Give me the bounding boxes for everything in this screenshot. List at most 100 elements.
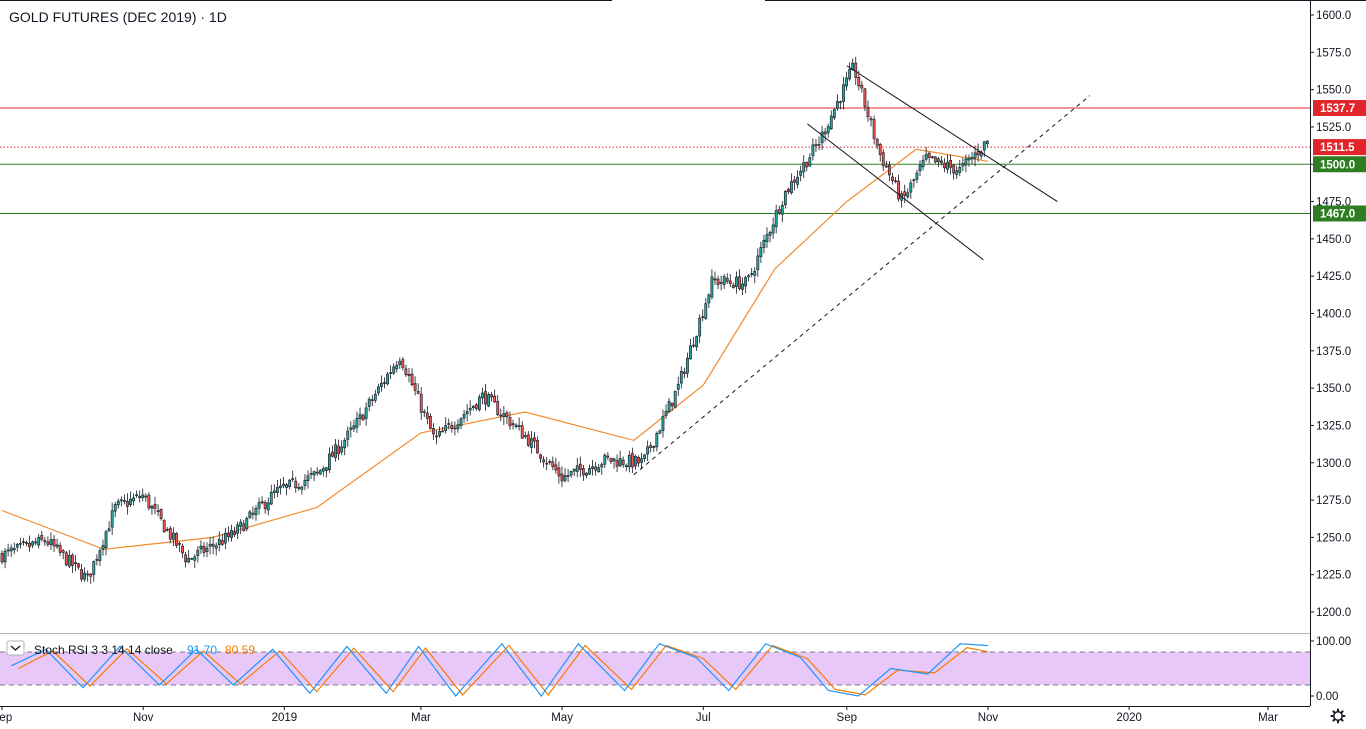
candle[interactable] — [881, 152, 885, 167]
candle[interactable] — [334, 444, 337, 458]
candle[interactable] — [34, 541, 38, 544]
candle[interactable] — [695, 336, 699, 348]
candle[interactable] — [95, 559, 99, 561]
candle[interactable] — [759, 247, 763, 257]
candle[interactable] — [496, 401, 500, 415]
candle[interactable] — [364, 407, 368, 419]
candle[interactable] — [793, 179, 796, 183]
candle[interactable] — [181, 545, 184, 554]
candle[interactable] — [37, 537, 41, 546]
candle[interactable] — [649, 445, 653, 448]
candle[interactable] — [337, 445, 341, 454]
candle[interactable] — [692, 344, 695, 347]
candle[interactable] — [453, 427, 457, 430]
candle[interactable] — [872, 119, 876, 139]
candle[interactable] — [701, 316, 705, 318]
candle[interactable] — [517, 425, 521, 427]
candle[interactable] — [884, 165, 888, 168]
candle[interactable] — [275, 487, 279, 493]
candle[interactable] — [389, 372, 393, 374]
candle[interactable] — [615, 460, 619, 467]
candle[interactable] — [832, 109, 836, 119]
candle[interactable] — [545, 462, 549, 465]
candle[interactable] — [435, 435, 438, 438]
candle[interactable] — [835, 101, 839, 109]
candle[interactable] — [404, 368, 408, 375]
candle[interactable] — [536, 440, 539, 454]
candle[interactable] — [291, 478, 295, 480]
candle[interactable] — [220, 540, 224, 545]
candle[interactable] — [383, 382, 386, 384]
candle[interactable] — [80, 569, 83, 580]
candle[interactable] — [771, 224, 775, 234]
candle[interactable] — [260, 501, 264, 504]
candle[interactable] — [263, 502, 267, 509]
candle[interactable] — [906, 192, 910, 198]
candle[interactable] — [236, 524, 240, 534]
candle[interactable] — [839, 101, 842, 104]
candle[interactable] — [129, 498, 132, 506]
candle[interactable] — [985, 140, 989, 145]
candle[interactable] — [285, 484, 288, 488]
candle[interactable] — [973, 152, 977, 159]
candle[interactable] — [744, 277, 747, 287]
candle[interactable] — [407, 374, 411, 376]
candle[interactable] — [689, 345, 692, 360]
candle[interactable] — [566, 475, 570, 477]
candle[interactable] — [548, 461, 552, 463]
candle[interactable] — [67, 555, 71, 567]
candle[interactable] — [119, 499, 123, 502]
candle[interactable] — [15, 544, 19, 548]
candle[interactable] — [848, 69, 852, 80]
candle[interactable] — [398, 360, 402, 365]
candle[interactable] — [328, 453, 331, 471]
candle[interactable] — [823, 131, 827, 135]
candle[interactable] — [64, 552, 68, 566]
candle[interactable] — [774, 210, 778, 227]
candle[interactable] — [101, 545, 105, 550]
candle[interactable] — [787, 188, 790, 193]
candle[interactable] — [918, 165, 922, 172]
candle[interactable] — [940, 160, 943, 164]
candle[interactable] — [107, 528, 111, 532]
candle[interactable] — [294, 480, 298, 489]
candle[interactable] — [141, 494, 145, 499]
candle[interactable] — [600, 464, 604, 468]
candle[interactable] — [842, 84, 845, 102]
candle[interactable] — [588, 467, 591, 475]
candle[interactable] — [741, 283, 744, 290]
candle[interactable] — [560, 473, 564, 482]
candle[interactable] — [655, 433, 659, 448]
candle[interactable] — [658, 430, 662, 434]
candle[interactable] — [312, 471, 316, 476]
candle[interactable] — [845, 77, 848, 87]
candle[interactable] — [147, 494, 151, 509]
candle[interactable] — [652, 446, 656, 448]
candle[interactable] — [673, 391, 677, 408]
candle[interactable] — [563, 475, 567, 481]
candle[interactable] — [410, 373, 414, 385]
candle[interactable] — [116, 500, 120, 506]
candle[interactable] — [887, 164, 891, 176]
candle[interactable] — [924, 154, 928, 160]
candle[interactable] — [722, 276, 726, 285]
candle[interactable] — [25, 542, 28, 544]
candle[interactable] — [897, 180, 900, 200]
candle[interactable] — [223, 532, 227, 544]
candle[interactable] — [309, 473, 313, 475]
candle[interactable] — [618, 458, 622, 467]
candle[interactable] — [187, 557, 191, 563]
candle[interactable] — [860, 84, 864, 89]
candle[interactable] — [465, 411, 469, 415]
candle[interactable] — [18, 543, 22, 545]
candle[interactable] — [891, 176, 894, 181]
candle[interactable] — [306, 475, 310, 482]
candle[interactable] — [597, 467, 601, 473]
candle[interactable] — [0, 553, 4, 563]
candle[interactable] — [640, 458, 643, 463]
candle[interactable] — [982, 141, 986, 151]
candle[interactable] — [820, 131, 824, 144]
candle[interactable] — [511, 423, 515, 426]
candle[interactable] — [49, 539, 53, 545]
